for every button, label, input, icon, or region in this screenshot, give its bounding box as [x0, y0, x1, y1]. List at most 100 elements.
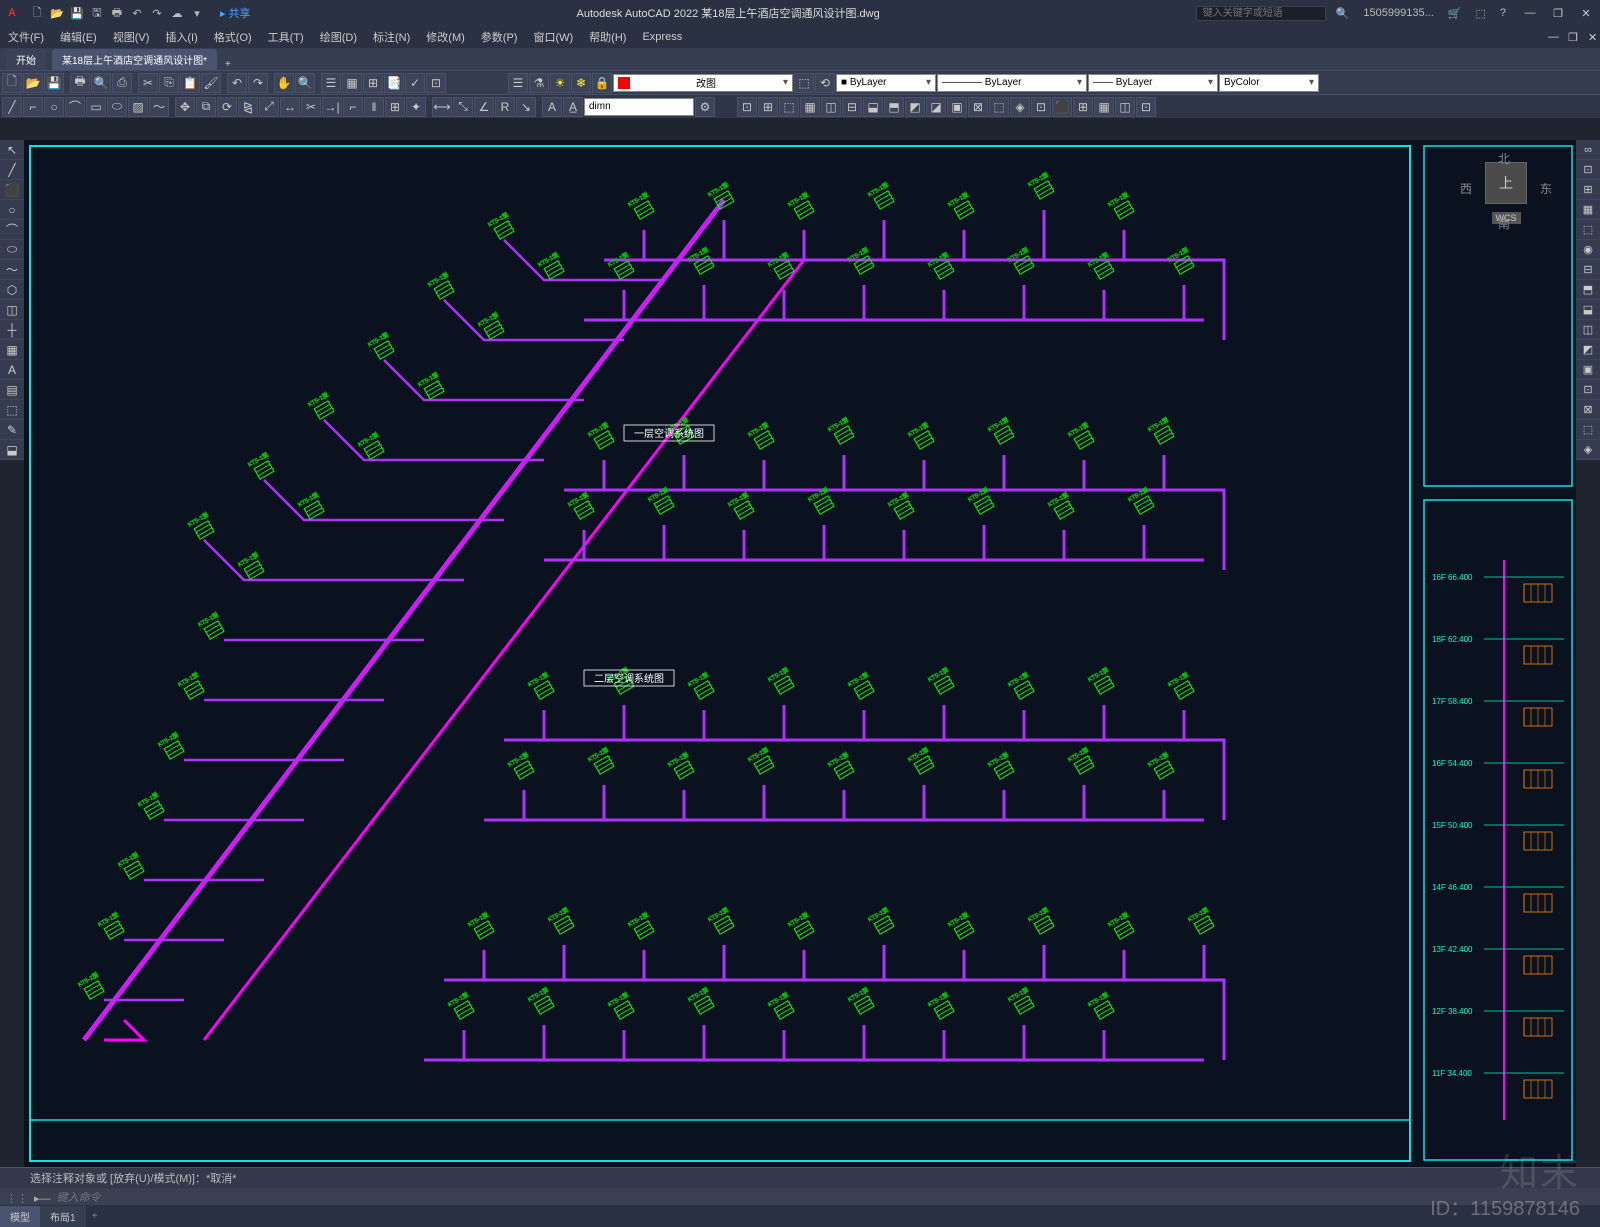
rt-icon-2[interactable]: ⊡ [1576, 160, 1600, 180]
mod-explode-icon[interactable]: ✦ [406, 97, 426, 117]
mtext-icon[interactable]: A̲ [563, 97, 583, 117]
dimstyle-icon[interactable]: ⚙ [695, 97, 715, 117]
user-label[interactable]: 1505999135... [1359, 7, 1437, 19]
lt-select-icon[interactable]: ↖ [0, 140, 24, 160]
menu-format[interactable]: 格式(O) [206, 29, 260, 45]
tool-redo-icon[interactable]: ↷ [248, 73, 268, 93]
draw-hatch-icon[interactable]: ▨ [128, 97, 148, 117]
command-input[interactable] [57, 1192, 1594, 1204]
close-button[interactable]: ✕ [1572, 7, 1600, 20]
lt-circle-icon[interactable]: ○ [0, 200, 24, 220]
search-icon[interactable]: 🔍 [1332, 7, 1354, 20]
misc-icon-15[interactable]: ⊡ [1031, 97, 1051, 117]
lt-polygon-icon[interactable]: ⬡ [0, 280, 24, 300]
tool-preview-icon[interactable]: 🔍 [91, 73, 111, 93]
maximize-button[interactable]: ❐ [1544, 7, 1572, 20]
mod-copy-icon[interactable]: ⧉ [196, 97, 216, 117]
menu-dim[interactable]: 标注(N) [365, 29, 418, 45]
tool-mark-icon[interactable]: ✓ [405, 73, 425, 93]
menu-insert[interactable]: 插入(I) [157, 29, 205, 45]
mod-fillet-icon[interactable]: ⌐ [343, 97, 363, 117]
mod-rotate-icon[interactable]: ⟳ [217, 97, 237, 117]
tool-copy-icon[interactable]: ⎘ [159, 73, 179, 93]
dim-leader-icon[interactable]: ↘ [516, 97, 536, 117]
menu-view[interactable]: 视图(V) [105, 29, 158, 45]
draw-pline-icon[interactable]: ⌐ [23, 97, 43, 117]
cart-icon[interactable]: 🛒 [1444, 7, 1466, 20]
menu-draw[interactable]: 绘图(D) [312, 29, 365, 45]
rt-icon-13[interactable]: ⊡ [1576, 380, 1600, 400]
lt-wipeout-icon[interactable]: ⬓ [0, 440, 24, 460]
add-layout-button[interactable]: + [86, 1211, 104, 1222]
lt-revcloud-icon[interactable]: ✎ [0, 420, 24, 440]
tool-publish-icon[interactable]: ⎙ [112, 73, 132, 93]
tool-plot-icon[interactable]: 🖶 [70, 73, 90, 93]
menu-param[interactable]: 参数(P) [473, 29, 526, 45]
rt-icon-7[interactable]: ⊟ [1576, 260, 1600, 280]
lt-spline-icon[interactable]: ～ [0, 260, 24, 280]
tool-save-icon[interactable]: 💾 [44, 73, 64, 93]
lt-region-icon[interactable]: ⬚ [0, 400, 24, 420]
rt-icon-9[interactable]: ⬓ [1576, 300, 1600, 320]
qat-redo-icon[interactable]: ↷ [148, 4, 166, 22]
tool-ssm-icon[interactable]: 📑 [384, 73, 404, 93]
misc-icon-11[interactable]: ▣ [947, 97, 967, 117]
rt-icon-6[interactable]: ◉ [1576, 240, 1600, 260]
lt-block-icon[interactable]: ◫ [0, 300, 24, 320]
viewcube-east[interactable]: 东 [1540, 180, 1552, 197]
rt-icon-3[interactable]: ⊞ [1576, 180, 1600, 200]
mdi-min-button[interactable]: — [1540, 31, 1560, 44]
rt-icon-16[interactable]: ◈ [1576, 440, 1600, 460]
model-tab[interactable]: 模型 [0, 1206, 40, 1227]
minimize-button[interactable]: — [1516, 7, 1544, 20]
menu-express[interactable]: Express [634, 31, 690, 43]
mod-scale-icon[interactable]: ⤢ [259, 97, 279, 117]
qat-cloud-icon[interactable]: ☁ [168, 4, 186, 22]
draw-rect-icon[interactable]: ▭ [86, 97, 106, 117]
drawing-canvas[interactable]: KT5-1型 KT5-1型 KT5-1型 KT5-1型 KT5-1型 KT5-1… [24, 140, 1576, 1167]
qat-undo-icon[interactable]: ↶ [128, 4, 146, 22]
mod-trim-icon[interactable]: ✂ [301, 97, 321, 117]
tab-active-document[interactable]: 某18层上午酒店空调通风设计图* [52, 49, 217, 70]
lt-hatch-icon[interactable]: ▦ [0, 340, 24, 360]
dim-linear-icon[interactable]: ⟷ [432, 97, 452, 117]
mod-stretch-icon[interactable]: ↔ [280, 97, 300, 117]
misc-icon-9[interactable]: ◩ [905, 97, 925, 117]
draw-spline-icon[interactable]: ～ [149, 97, 169, 117]
tool-dc-icon[interactable]: ▦ [342, 73, 362, 93]
tool-props-icon[interactable]: ☰ [321, 73, 341, 93]
misc-icon-16[interactable]: ⬛ [1052, 97, 1072, 117]
dim-angular-icon[interactable]: ∠ [474, 97, 494, 117]
menu-tools[interactable]: 工具(T) [260, 29, 312, 45]
viewcube-west[interactable]: 西 [1460, 180, 1472, 197]
rt-icon-14[interactable]: ⊠ [1576, 400, 1600, 420]
lt-ellipse-icon[interactable]: ⬭ [0, 240, 24, 260]
lt-point-icon[interactable]: ┼ [0, 320, 24, 340]
rt-icon-4[interactable]: ▦ [1576, 200, 1600, 220]
layer-make-icon[interactable]: ⬚ [794, 73, 814, 93]
linetype-combo[interactable]: ———— ByLayer [937, 74, 1087, 92]
layer-prev-icon[interactable]: ⟲ [815, 73, 835, 93]
misc-icon-13[interactable]: ⬚ [989, 97, 1009, 117]
mod-array-icon[interactable]: ⊞ [385, 97, 405, 117]
mdi-close-button[interactable]: ✕ [1580, 31, 1600, 44]
color-combo[interactable]: ■ ByLayer [836, 74, 936, 92]
qat-save-icon[interactable]: 💾 [68, 4, 86, 22]
command-handle-icon[interactable]: ⋮⋮ [6, 1192, 28, 1205]
rt-icon-5[interactable]: ⬚ [1576, 220, 1600, 240]
mod-extend-icon[interactable]: →| [322, 97, 342, 117]
dim-style-input[interactable] [584, 98, 694, 116]
misc-icon-20[interactable]: ⊡ [1136, 97, 1156, 117]
tool-new-icon[interactable]: 🗋 [2, 73, 22, 93]
draw-ellipse-icon[interactable]: ⬭ [107, 97, 127, 117]
lt-line-icon[interactable]: ╱ [0, 160, 24, 180]
tool-paste-icon[interactable]: 📋 [180, 73, 200, 93]
dim-radius-icon[interactable]: R [495, 97, 515, 117]
layer-filter-icon[interactable]: ⚗ [529, 73, 549, 93]
misc-icon-3[interactable]: ⬚ [779, 97, 799, 117]
tool-pan-icon[interactable]: ✋ [274, 73, 294, 93]
tool-open-icon[interactable]: 📂 [23, 73, 43, 93]
misc-icon-2[interactable]: ⊞ [758, 97, 778, 117]
rt-icon-1[interactable]: ∞ [1576, 140, 1600, 160]
rt-icon-8[interactable]: ⬒ [1576, 280, 1600, 300]
